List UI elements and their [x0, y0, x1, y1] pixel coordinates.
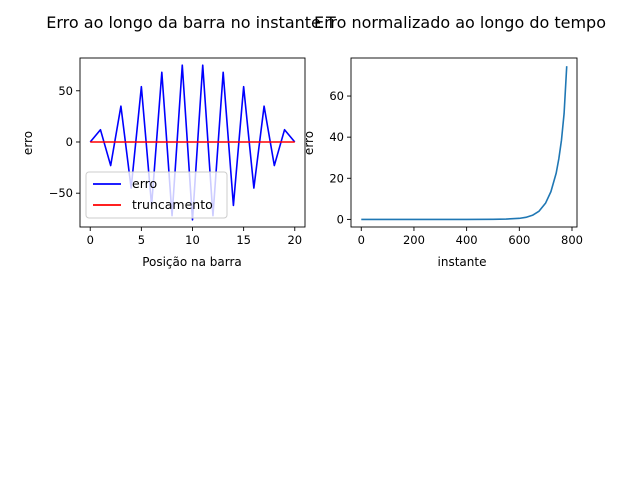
legend-label-truncamento: truncamento: [132, 197, 213, 212]
legend-frame: [85, 171, 228, 219]
chart-1-xtick-label: 200: [403, 233, 425, 247]
legend-label-erro: erro: [132, 176, 157, 191]
chart-0-xtick-label: 20: [287, 233, 302, 247]
chart-0-xtick-label: 15: [236, 233, 251, 247]
chart-0-xtick-label: 10: [185, 233, 200, 247]
chart-left-legend: erro truncamento: [85, 171, 228, 219]
chart-0-ytick-label: 50: [58, 84, 73, 98]
chart-1-ytick-label: 40: [329, 130, 344, 144]
chart-left-ylabel: erro: [21, 131, 35, 155]
chart-1-xtick-label: 600: [508, 233, 530, 247]
chart-1-xtick-label: 800: [561, 233, 583, 247]
chart-1-ytick-label: 20: [329, 171, 344, 185]
chart-left-ticks: 0 5 10 15 20 −50 0 50: [49, 84, 302, 247]
chart-1-series-0-line: [361, 66, 568, 221]
chart-left-xlabel: Posição na barra: [142, 255, 242, 269]
chart-right-xlabel: instante: [438, 255, 487, 269]
chart-0-xtick-label: 5: [138, 233, 145, 247]
chart-0-ytick-label: 0: [66, 135, 73, 149]
chart-0-xtick-label: 0: [87, 233, 94, 247]
chart-1-axes-frame: [350, 57, 578, 228]
chart-right-ticks: 0 200 400 600 800 0 20 40 60: [329, 89, 583, 247]
chart-0-ytick-label: −50: [49, 186, 73, 200]
chart-1-ytick-label: 0: [337, 212, 344, 226]
chart-left: Erro ao longo da barra no instante T 0 5 1…: [21, 13, 336, 269]
chart-0-series-erro-line: [89, 64, 296, 221]
chart-1-xtick-label: 0: [358, 233, 365, 247]
chart-1-ytick-label: 60: [329, 89, 344, 103]
chart-right-plot-area: [350, 57, 578, 228]
chart-left-title: Erro ao longo da barra no instante T: [46, 13, 336, 32]
chart-right: Erro normalizado ao longo do tempo 0 200 4…: [302, 13, 606, 269]
chart-1-xtick-label: 400: [456, 233, 478, 247]
chart-right-ylabel: erro: [302, 131, 316, 155]
chart-right-title: Erro normalizado ao longo do tempo: [314, 13, 606, 32]
